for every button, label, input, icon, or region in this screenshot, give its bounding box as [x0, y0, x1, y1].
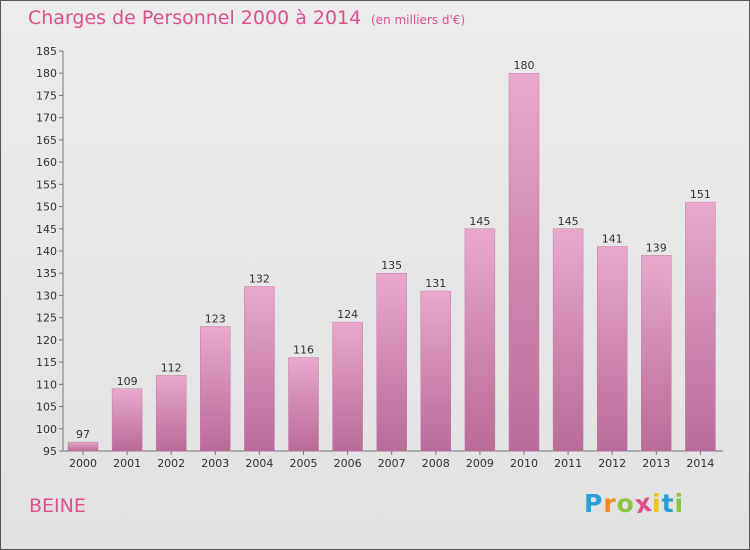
value-label-2003: 123	[205, 313, 226, 326]
bar-2003	[200, 326, 231, 452]
y-tick-label: 185	[36, 45, 57, 58]
x-tick-label-2003: 2003	[201, 457, 229, 470]
logo-letter: i	[674, 489, 685, 518]
bar-2014	[685, 201, 716, 452]
bar-2012	[596, 246, 628, 452]
bar-2008	[420, 290, 452, 452]
x-tick-label-2011: 2011	[554, 457, 582, 470]
y-tick-label: 135	[36, 267, 57, 280]
logo-letter: t	[661, 489, 675, 518]
value-label-2010: 180	[514, 59, 535, 72]
bar-2000	[67, 441, 99, 452]
bars-group: 97 109 112 123 132 116 124 135 131 145 180 145 141 13…	[67, 59, 716, 452]
logo-letter: P	[584, 489, 604, 518]
y-tick-label: 95	[43, 445, 57, 458]
value-label-2008: 131	[425, 277, 446, 290]
y-tick-label: 130	[36, 289, 57, 302]
proxiti-logo: Proxiti	[584, 488, 685, 520]
x-axis: 2000 2001 2002 2003 2004 2005 2006 2007 2008 2009…	[69, 451, 714, 470]
y-tick-label: 150	[36, 201, 57, 214]
x-tick-label-2008: 2008	[422, 457, 450, 470]
bar-2002	[155, 375, 187, 452]
value-label-2013: 139	[646, 241, 667, 254]
x-tick-label-2000: 2000	[69, 457, 97, 470]
x-tick-label-2012: 2012	[598, 457, 626, 470]
y-tick-label: 125	[36, 312, 57, 325]
bar-2011	[552, 228, 584, 452]
x-tick-label-2014: 2014	[686, 457, 714, 470]
x-tick-label-2006: 2006	[334, 457, 362, 470]
y-tick-label: 180	[36, 67, 57, 80]
x-tick-label-2004: 2004	[245, 457, 273, 470]
value-label-2014: 151	[690, 188, 711, 201]
bar-2006	[332, 321, 363, 452]
bar-2001	[111, 388, 143, 452]
bar-2005	[288, 357, 319, 452]
chart-title: Charges de Personnel 2000 à 2014	[28, 7, 362, 29]
value-label-2000: 97	[76, 428, 90, 441]
bar-2010	[508, 72, 540, 452]
value-label-2002: 112	[161, 361, 182, 374]
x-tick-label-2002: 2002	[157, 457, 185, 470]
logo-letter: o	[616, 489, 635, 518]
bar-2013	[641, 255, 672, 452]
y-tick-label: 105	[36, 401, 57, 414]
y-tick-label: 145	[36, 223, 57, 236]
value-label-2007: 135	[381, 259, 402, 272]
x-tick-label-2009: 2009	[466, 457, 494, 470]
y-tick-label: 170	[36, 112, 57, 125]
y-tick-label: 165	[36, 134, 57, 147]
x-tick-label-2007: 2007	[378, 457, 406, 470]
commune-name: BEINE	[29, 495, 86, 517]
value-label-2012: 141	[602, 233, 623, 246]
bar-2007	[376, 272, 407, 452]
value-label-2006: 124	[337, 308, 358, 321]
x-tick-label-2005: 2005	[290, 457, 318, 470]
y-tick-label: 175	[36, 89, 57, 102]
value-label-2011: 145	[558, 215, 579, 228]
y-tick-label: 115	[36, 356, 57, 369]
x-tick-label-2010: 2010	[510, 457, 538, 470]
value-label-2001: 109	[117, 375, 138, 388]
value-label-2004: 132	[249, 273, 270, 286]
y-tick-label: 155	[36, 178, 57, 191]
logo-letter: r	[603, 489, 617, 518]
value-label-2005: 116	[293, 344, 314, 357]
x-tick-label-2001: 2001	[113, 457, 141, 470]
y-tick-label: 160	[36, 156, 57, 169]
logo-letter: i	[652, 489, 662, 518]
chart-subtitle: (en milliers d'€)	[371, 13, 466, 27]
value-label-2009: 145	[469, 215, 490, 228]
bar-2009	[464, 228, 496, 452]
x-tick-label-2013: 2013	[642, 457, 670, 470]
bar-2004	[244, 286, 275, 452]
y-tick-label: 110	[36, 378, 57, 391]
y-tick-label: 120	[36, 334, 57, 347]
y-tick-label: 100	[36, 423, 57, 436]
y-tick-label: 140	[36, 245, 57, 258]
